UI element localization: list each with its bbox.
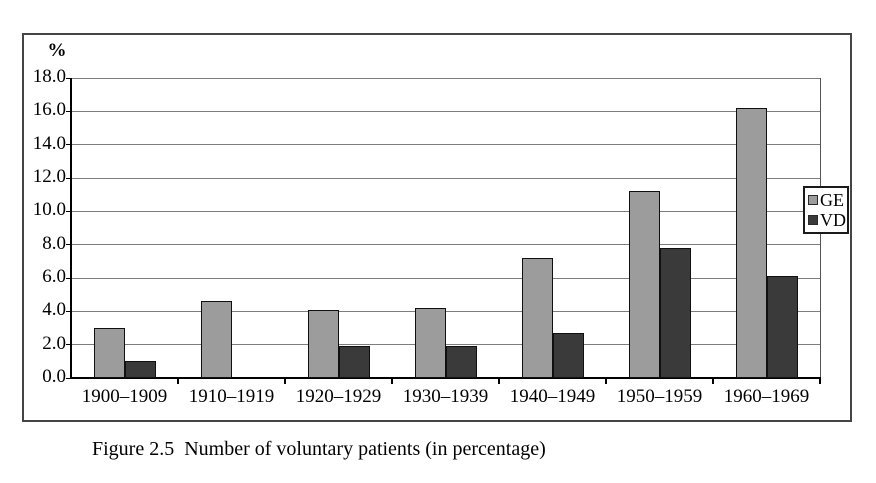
- x-axis-tick: [284, 378, 286, 384]
- bar-ge-1940–1949: [521, 258, 553, 378]
- gridline-6.0: [71, 277, 820, 279]
- y-tick-label: 16.0: [32, 99, 66, 121]
- x-category-label: 1950–1959: [616, 386, 703, 407]
- legend: GE VD: [803, 186, 849, 234]
- legend-item-ge: GE: [808, 191, 847, 209]
- x-category-label: 1960–1969: [723, 386, 810, 407]
- bar-vd-1900–1909: [124, 361, 156, 378]
- gridline-2.0: [71, 344, 820, 346]
- bar-ge-1960–1969: [735, 108, 767, 378]
- y-axis-tick: [66, 110, 71, 112]
- y-axis-tick: [66, 144, 71, 146]
- y-tick-label: 14.0: [32, 132, 66, 154]
- x-category-label: 1940–1949: [509, 386, 596, 407]
- y-tick-label: 6.0: [42, 266, 66, 287]
- y-axis-tick: [66, 177, 71, 179]
- x-category-label: 1910–1919: [188, 386, 275, 407]
- x-category-label: 1920–1929: [295, 386, 382, 407]
- y-tick-label: 10.0: [32, 199, 66, 221]
- y-tick-label: 18.0: [32, 66, 66, 87]
- bar-ge-1900–1909: [93, 328, 125, 378]
- bar-ge-1910–1919: [200, 301, 232, 378]
- y-axis-tick: [66, 210, 71, 212]
- x-category-label: 1900–1909: [81, 386, 168, 407]
- gridline-4.0: [71, 310, 820, 312]
- y-axis-tick: [66, 344, 71, 346]
- y-tick-label: 4.0: [42, 299, 66, 321]
- bar-vd-1950–1959: [659, 248, 691, 378]
- legend-label-ge: GE: [820, 190, 844, 210]
- x-axis-tick: [498, 378, 500, 384]
- gridline-10.0: [71, 210, 820, 212]
- y-axis-tick: [66, 377, 71, 379]
- gridline-12.0: [71, 177, 820, 179]
- y-axis-tick: [66, 77, 71, 79]
- x-category-label: 1930–1939: [402, 386, 489, 407]
- bar-vd-1960–1969: [766, 276, 798, 378]
- x-axis-line: [70, 377, 821, 379]
- gridline-8.0: [71, 244, 820, 246]
- y-axis-line: [70, 78, 72, 378]
- gridline-16.0: [71, 110, 820, 112]
- x-axis-tick: [605, 378, 607, 384]
- x-axis-tick: [819, 378, 821, 384]
- bar-ge-1930–1939: [414, 308, 446, 378]
- x-axis-tick: [391, 378, 393, 384]
- y-axis-unit-label: %: [47, 40, 67, 61]
- legend-item-vd: VD: [808, 211, 847, 229]
- y-tick-label: 2.0: [42, 332, 66, 354]
- y-axis-tick: [66, 310, 71, 312]
- y-tick-label: 0.0: [42, 366, 66, 387]
- bar-vd-1930–1939: [445, 346, 477, 378]
- y-axis-tick: [66, 277, 71, 279]
- gridline-14.0: [71, 144, 820, 146]
- bar-vd-1940–1949: [552, 333, 584, 378]
- legend-label-vd: VD: [820, 210, 846, 230]
- y-tick-label: 8.0: [42, 232, 66, 254]
- gridline-18.0: [71, 77, 820, 79]
- bar-ge-1950–1959: [628, 191, 660, 378]
- ge-swatch-icon: [808, 195, 818, 205]
- x-axis-tick: [177, 378, 179, 384]
- bar-vd-1920–1929: [338, 346, 370, 378]
- vd-swatch-icon: [808, 215, 818, 225]
- bar-ge-1920–1929: [307, 309, 339, 378]
- figure-caption: Figure 2.5 Number of voluntary patients …: [92, 438, 546, 460]
- x-axis-tick: [712, 378, 714, 384]
- y-axis-tick: [66, 244, 71, 246]
- y-tick-label: 12.0: [32, 166, 66, 187]
